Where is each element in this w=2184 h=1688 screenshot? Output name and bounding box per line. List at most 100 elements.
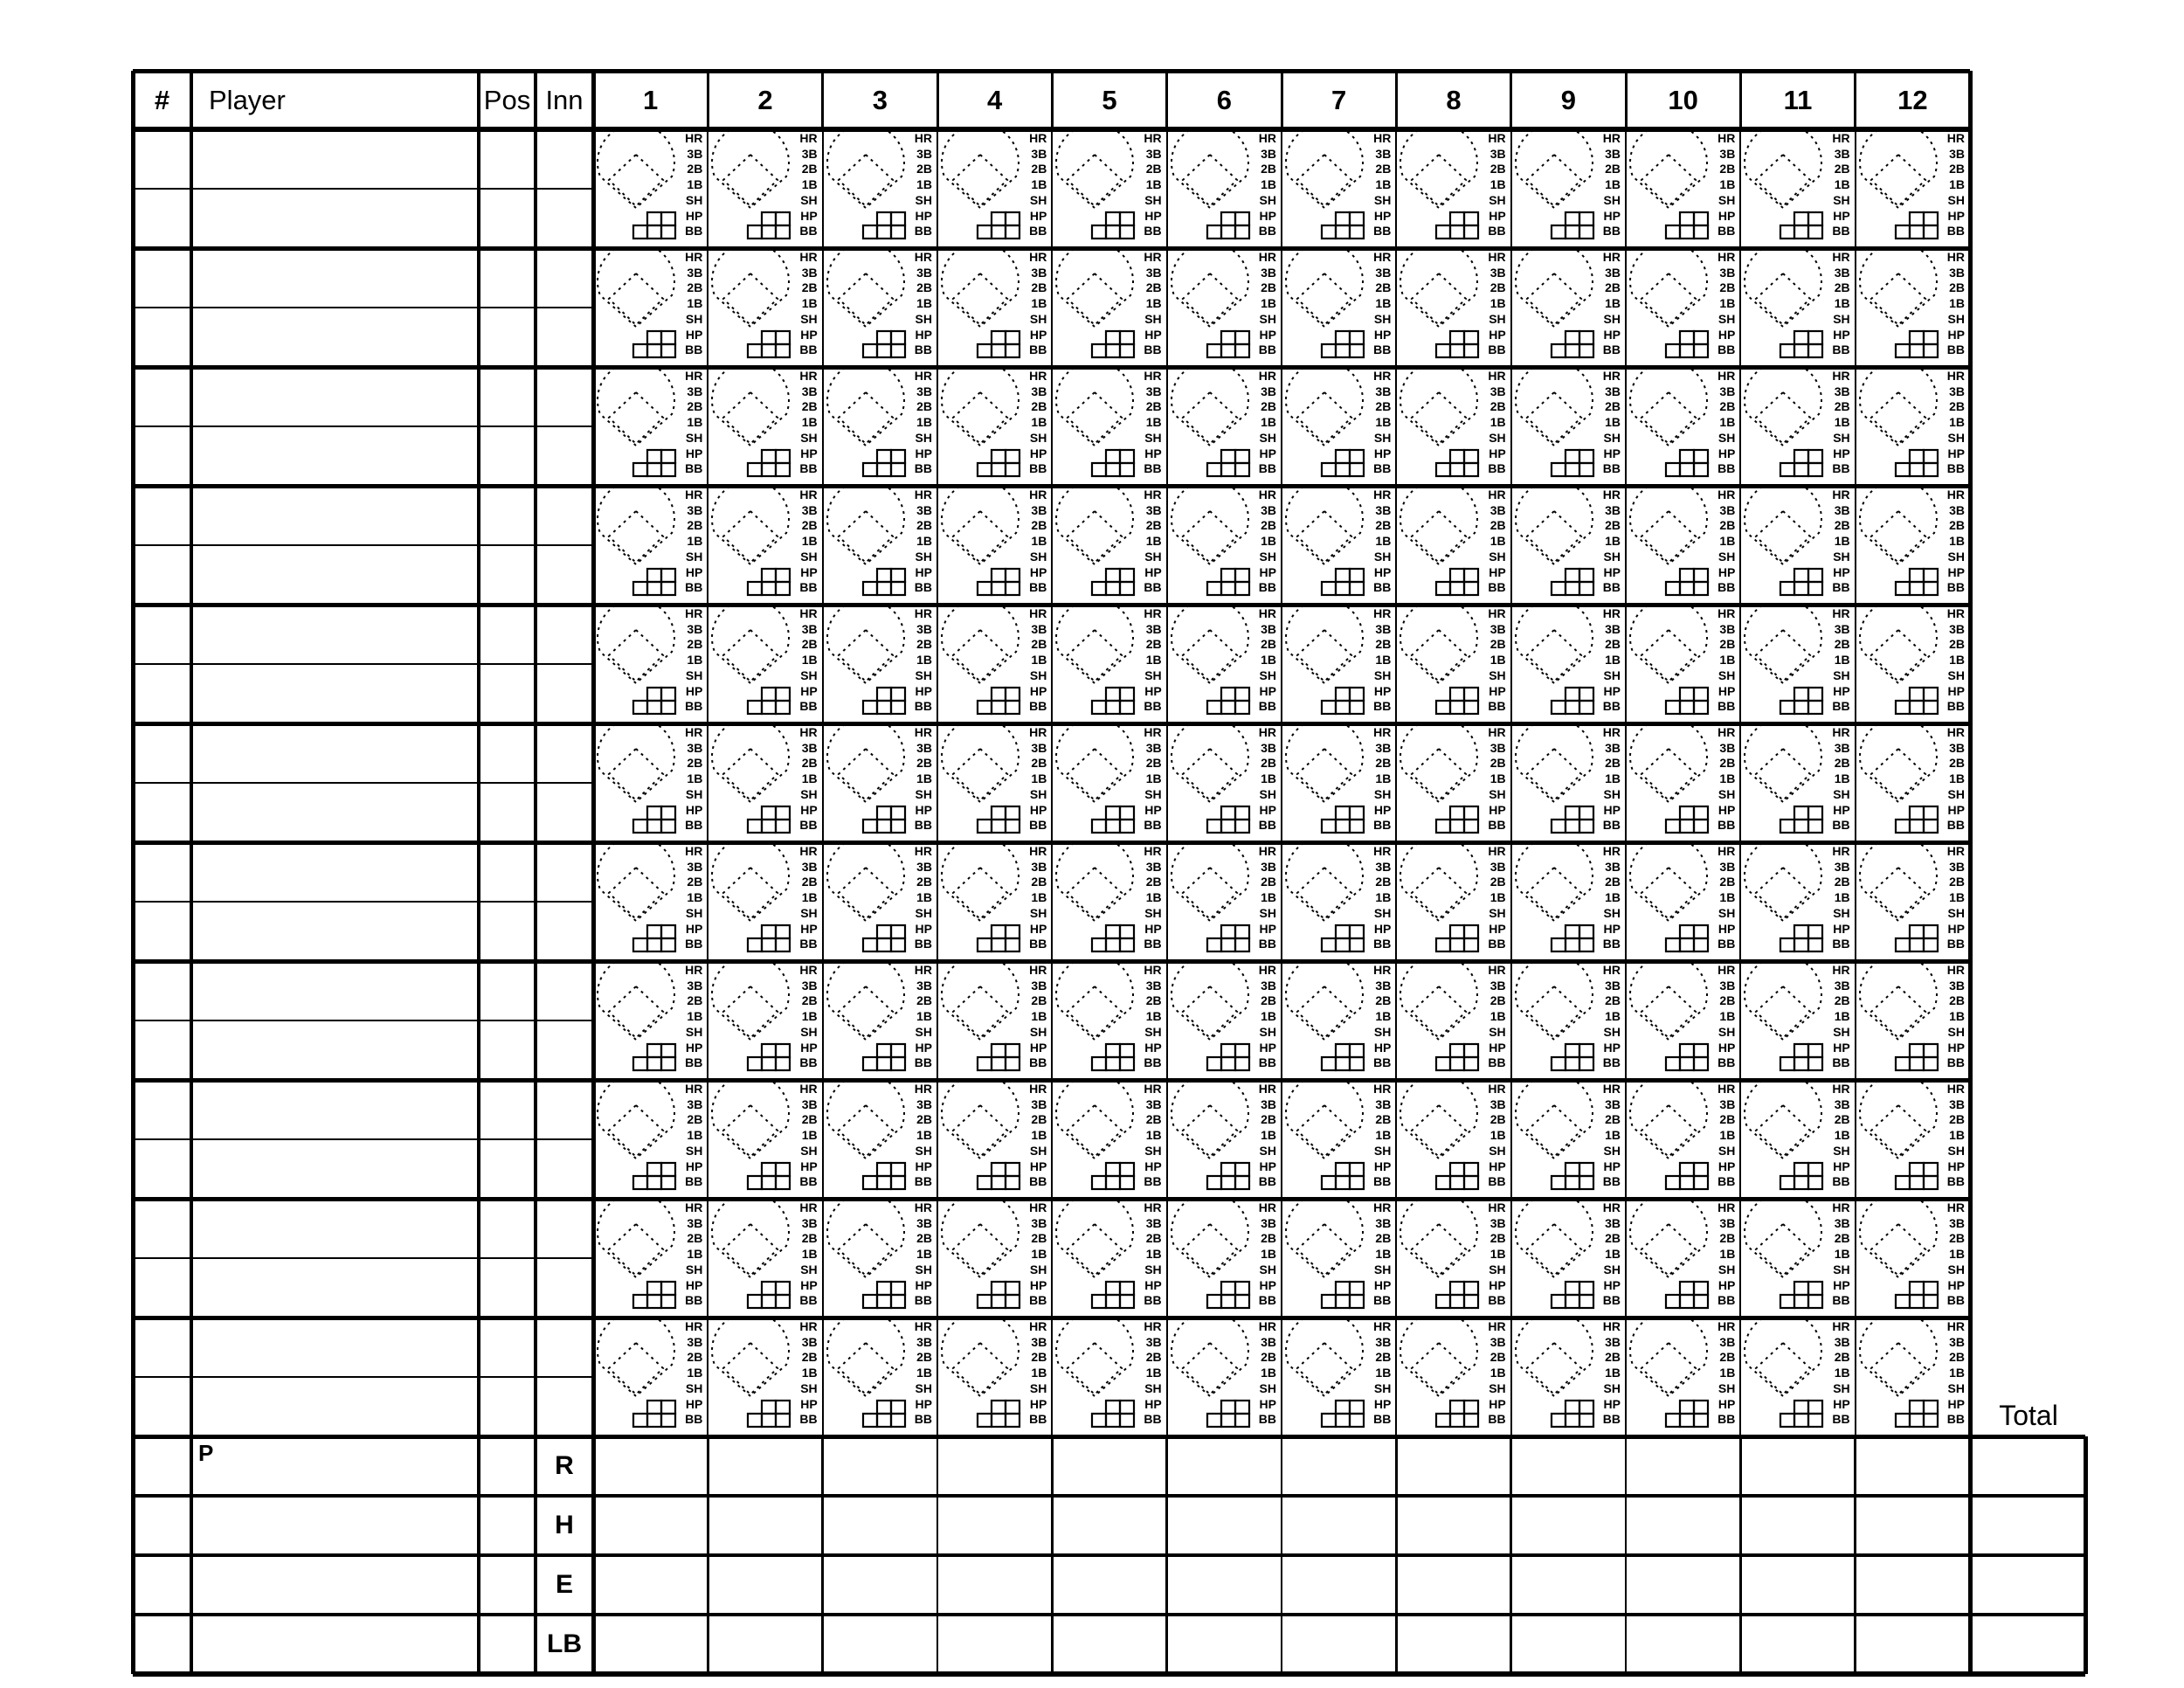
pitch-count-boxes[interactable]: [1780, 1042, 1824, 1072]
pitch-count-boxes[interactable]: [1320, 924, 1365, 953]
at-bat-cell[interactable]: HR 3B 2B 1B SH HP BB: [1856, 486, 1970, 605]
pitch-count-boxes[interactable]: [861, 1399, 906, 1429]
player-inning-field[interactable]: [536, 308, 593, 367]
pitch-count-boxes[interactable]: [1780, 448, 1824, 478]
pitch-count-boxes[interactable]: [747, 805, 791, 834]
pitch-count-boxes[interactable]: [1206, 686, 1250, 716]
at-bat-cell[interactable]: HR 3B 2B 1B SH HP BB: [1282, 605, 1396, 723]
at-bat-cell[interactable]: HR 3B 2B 1B SH HP BB: [937, 486, 1052, 605]
at-bat-cell[interactable]: HR 3B 2B 1B SH HP BB: [708, 723, 822, 842]
player-inning-field[interactable]: [536, 1080, 593, 1139]
player-name-field[interactable]: [191, 1080, 479, 1139]
player-position-field[interactable]: [479, 545, 536, 605]
at-bat-cell[interactable]: HR 3B 2B 1B SH HP BB: [1167, 248, 1282, 367]
player-inning-field[interactable]: [536, 1020, 593, 1080]
inning-total-cell[interactable]: [1052, 1496, 1166, 1555]
inning-total-cell[interactable]: [708, 1436, 822, 1496]
pitch-count-boxes[interactable]: [1206, 1042, 1250, 1072]
pitch-count-boxes[interactable]: [1780, 1280, 1824, 1310]
player-inning-field[interactable]: [536, 426, 593, 486]
at-bat-cell[interactable]: HR 3B 2B 1B SH HP BB: [823, 1199, 937, 1318]
at-bat-cell[interactable]: HR 3B 2B 1B SH HP BB: [823, 605, 937, 723]
at-bat-cell[interactable]: HR 3B 2B 1B SH HP BB: [1626, 605, 1740, 723]
inning-total-cell[interactable]: [1856, 1436, 1970, 1496]
pitch-count-boxes[interactable]: [1894, 567, 1939, 597]
inning-total-cell[interactable]: [823, 1555, 937, 1615]
at-bat-cell[interactable]: HR 3B 2B 1B SH HP BB: [593, 248, 708, 367]
at-bat-cell[interactable]: HR 3B 2B 1B SH HP BB: [1052, 1080, 1166, 1199]
at-bat-cell[interactable]: HR 3B 2B 1B SH HP BB: [1282, 842, 1396, 961]
player-position-field[interactable]: [479, 1199, 536, 1258]
pitch-count-boxes[interactable]: [976, 805, 1021, 834]
at-bat-cell[interactable]: HR 3B 2B 1B SH HP BB: [1740, 367, 1855, 486]
player-position-field[interactable]: [479, 723, 536, 783]
at-bat-cell[interactable]: HR 3B 2B 1B SH HP BB: [823, 129, 937, 248]
inning-total-cell[interactable]: [1626, 1496, 1740, 1555]
inning-total-cell[interactable]: [1511, 1436, 1626, 1496]
at-bat-cell[interactable]: HR 3B 2B 1B SH HP BB: [593, 605, 708, 723]
player-name-field[interactable]: [191, 129, 479, 189]
inning-total-cell[interactable]: [593, 1436, 708, 1496]
player-name-field[interactable]: [191, 1199, 479, 1258]
at-bat-cell[interactable]: HR 3B 2B 1B SH HP BB: [1626, 1318, 1740, 1436]
at-bat-cell[interactable]: HR 3B 2B 1B SH HP BB: [1740, 248, 1855, 367]
at-bat-cell[interactable]: HR 3B 2B 1B SH HP BB: [1626, 1080, 1740, 1199]
pitch-count-boxes[interactable]: [976, 567, 1021, 597]
pitch-count-boxes[interactable]: [1550, 211, 1594, 240]
at-bat-cell[interactable]: HR 3B 2B 1B SH HP BB: [823, 486, 937, 605]
at-bat-cell[interactable]: HR 3B 2B 1B SH HP BB: [593, 486, 708, 605]
player-name-field[interactable]: [191, 545, 479, 605]
player-number-field[interactable]: [133, 664, 191, 723]
pitch-count-boxes[interactable]: [1894, 1280, 1939, 1310]
at-bat-cell[interactable]: HR 3B 2B 1B SH HP BB: [593, 1318, 708, 1436]
pitch-count-boxes[interactable]: [747, 1399, 791, 1429]
player-number-field[interactable]: [133, 129, 191, 189]
at-bat-cell[interactable]: HR 3B 2B 1B SH HP BB: [1856, 605, 1970, 723]
player-number-field[interactable]: [133, 1139, 191, 1199]
at-bat-cell[interactable]: HR 3B 2B 1B SH HP BB: [593, 723, 708, 842]
inning-total-cell[interactable]: [1282, 1615, 1396, 1674]
player-name-field[interactable]: [191, 605, 479, 664]
at-bat-cell[interactable]: HR 3B 2B 1B SH HP BB: [1052, 605, 1166, 723]
at-bat-cell[interactable]: HR 3B 2B 1B SH HP BB: [1396, 129, 1510, 248]
at-bat-cell[interactable]: HR 3B 2B 1B SH HP BB: [1626, 1199, 1740, 1318]
pitch-count-boxes[interactable]: [1664, 686, 1710, 716]
player-position-field[interactable]: [479, 308, 536, 367]
player-position-field[interactable]: [479, 605, 536, 664]
pitch-count-boxes[interactable]: [747, 1280, 791, 1310]
pitch-count-boxes[interactable]: [1550, 1399, 1594, 1429]
pitch-count-boxes[interactable]: [1894, 329, 1939, 359]
at-bat-cell[interactable]: HR 3B 2B 1B SH HP BB: [1511, 367, 1626, 486]
pitch-count-boxes[interactable]: [747, 567, 791, 597]
pitch-count-boxes[interactable]: [1091, 805, 1136, 834]
pitch-count-boxes[interactable]: [861, 448, 906, 478]
at-bat-cell[interactable]: HR 3B 2B 1B SH HP BB: [1396, 1080, 1510, 1199]
pitch-count-boxes[interactable]: [1780, 211, 1824, 240]
inning-total-cell[interactable]: [823, 1496, 937, 1555]
at-bat-cell[interactable]: HR 3B 2B 1B SH HP BB: [1282, 486, 1396, 605]
pitch-count-boxes[interactable]: [1894, 805, 1939, 834]
inning-total-cell[interactable]: [1856, 1555, 1970, 1615]
pitch-count-boxes[interactable]: [1780, 567, 1824, 597]
at-bat-cell[interactable]: HR 3B 2B 1B SH HP BB: [823, 961, 937, 1080]
at-bat-cell[interactable]: HR 3B 2B 1B SH HP BB: [708, 605, 822, 723]
player-position-field[interactable]: [479, 248, 536, 308]
at-bat-cell[interactable]: HR 3B 2B 1B SH HP BB: [1282, 367, 1396, 486]
at-bat-cell[interactable]: HR 3B 2B 1B SH HP BB: [1856, 367, 1970, 486]
inning-total-cell[interactable]: [1396, 1436, 1510, 1496]
at-bat-cell[interactable]: HR 3B 2B 1B SH HP BB: [1511, 1318, 1626, 1436]
player-name-field[interactable]: [191, 1318, 479, 1377]
player-inning-field[interactable]: [536, 189, 593, 248]
pitch-count-boxes[interactable]: [1664, 329, 1710, 359]
at-bat-cell[interactable]: HR 3B 2B 1B SH HP BB: [937, 248, 1052, 367]
at-bat-cell[interactable]: HR 3B 2B 1B SH HP BB: [708, 1318, 822, 1436]
pitch-count-boxes[interactable]: [1206, 448, 1250, 478]
inning-total-cell[interactable]: [1856, 1496, 1970, 1555]
at-bat-cell[interactable]: HR 3B 2B 1B SH HP BB: [1282, 961, 1396, 1080]
pitch-count-boxes[interactable]: [861, 1161, 906, 1191]
player-number-field[interactable]: [133, 1377, 191, 1436]
pitch-count-boxes[interactable]: [1894, 211, 1939, 240]
pitch-count-boxes[interactable]: [1435, 805, 1480, 834]
game-total-cell[interactable]: [1970, 1496, 2085, 1555]
inning-total-cell[interactable]: [593, 1615, 708, 1674]
